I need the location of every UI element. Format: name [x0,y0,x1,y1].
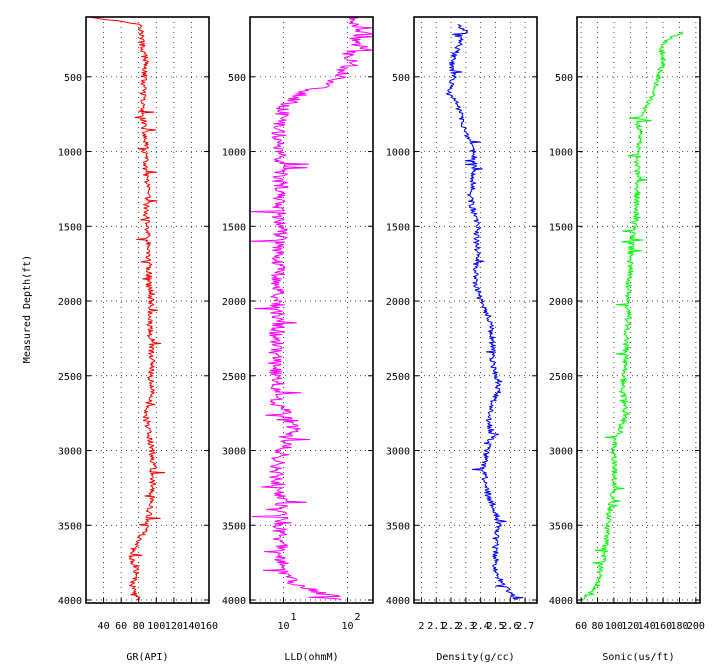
x-tick-label: 2.2 [442,621,460,632]
track-frame [576,16,701,604]
x-tick-label: 60 [575,621,587,632]
x-tick-label: 1 [290,612,296,623]
y-tick-label: 1000 [58,148,82,159]
y-tick-label: 4000 [386,596,410,607]
y-tick-label: 3500 [549,521,573,532]
y-tick-label: 2500 [58,372,82,383]
y-tick-label: 3000 [386,447,410,458]
x-tick-label: 80 [133,621,145,632]
y-tick-label: 1000 [222,148,246,159]
track-sonic: 500 1000 1500 2000 2500 3000 3500 4000 60 80 10012… [549,16,705,663]
track-lld: 5001000150020002500300035004000101102LLD… [222,16,374,663]
x-tick-label: 80 [591,621,603,632]
y-tick-label: 2500 [386,372,410,383]
x-tick-label: 160 [200,621,218,632]
x-tick-label: 2.4 [472,621,490,632]
y-tick-label: 2500 [549,372,573,383]
y-tick-label: 2000 [386,297,410,308]
y-tick-label: 1500 [222,222,246,233]
y-tick-label: 3000 [222,447,246,458]
y-tick-label: 2000 [222,297,246,308]
x-tick-label: 2.6 [501,621,519,632]
track-gr: 500 1000 1500 2000 2500 3000 3500 4000 40 60 80 100… [58,16,218,663]
x-tick-label: 120 [621,621,639,632]
x-axis-label: Density(g/cc) [436,652,514,663]
track-frame [85,16,210,604]
y-tick-label: 1500 [386,222,410,233]
y-axis-label: Measured Depth(ft) [22,255,33,363]
log-curve-sonic [580,31,684,601]
y-tick-label: 3500 [58,521,82,532]
x-tick-label-base: 10 [341,621,353,632]
y-tick-label: 3500 [386,521,410,532]
x-axis-label: Sonic(us/ft) [602,652,674,663]
x-tick-label: 2.7 [516,621,534,632]
y-tick-label: 1500 [58,222,82,233]
y-tick-label: 2500 [222,372,246,383]
y-tick-label: 2000 [549,297,573,308]
x-axis-label: LLD(ohmM) [284,652,338,663]
x-axis-label: GR(API) [126,652,168,663]
y-tick-label: 4000 [222,596,246,607]
y-tick-label: 3000 [549,447,573,458]
track-frame [413,16,538,604]
x-tick-label: 180 [670,621,688,632]
y-tick-label: 2000 [58,297,82,308]
y-tick-label: 500 [555,73,573,84]
x-tick-label: 40 [98,621,110,632]
y-tick-label: 3000 [58,447,82,458]
y-tick-label: 1500 [549,222,573,233]
log-curve-lld [250,16,373,601]
x-tick-label: 100 [605,621,623,632]
y-tick-label: 1000 [549,148,573,159]
x-tick-label: 160 [654,621,672,632]
y-tick-label: 4000 [549,596,573,607]
x-tick-label: 60 [115,621,127,632]
x-tick-label: 120 [165,621,183,632]
x-tick-label: 200 [687,621,705,632]
x-tick-label: 2.3 [457,621,475,632]
y-tick-label: 500 [228,73,246,84]
y-tick-label: 3500 [222,521,246,532]
y-tick-label: 500 [392,73,410,84]
log-curve-density [446,24,524,600]
y-tick-label: 1000 [386,148,410,159]
x-tick-label-base: 10 [277,621,289,632]
log-curve-gr [88,16,166,601]
x-tick-label: 2 [355,612,361,623]
x-tick-label: 100 [147,621,165,632]
y-tick-label: 500 [64,73,82,84]
x-tick-label: 2.5 [486,621,504,632]
x-tick-label: 2.1 [427,621,445,632]
y-tick-label: 4000 [58,596,82,607]
x-tick-label: 140 [182,621,200,632]
x-tick-label: 140 [638,621,656,632]
track-frame [249,16,374,604]
x-tick-label: 2 [418,621,424,632]
